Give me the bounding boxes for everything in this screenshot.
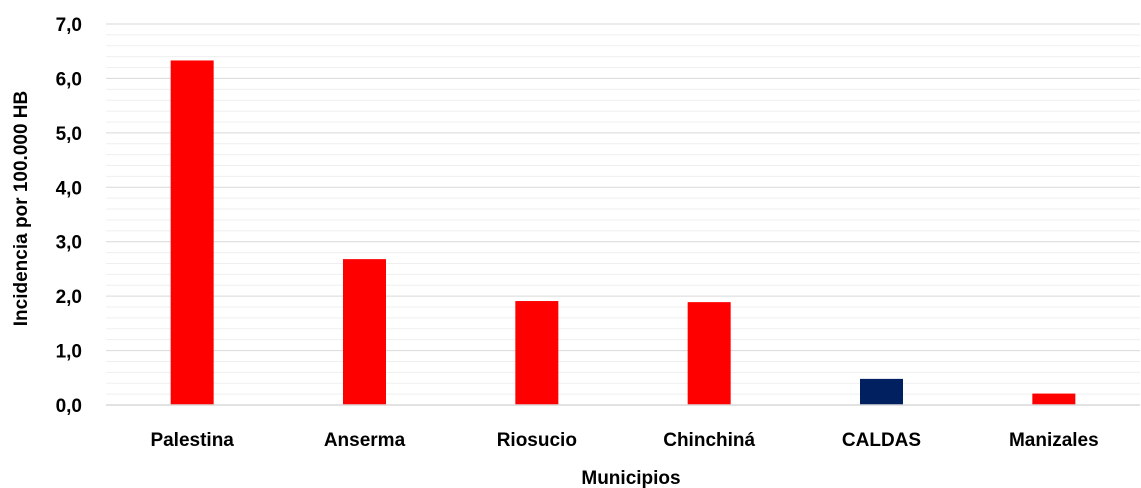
grid-lines <box>106 23 1140 395</box>
x-category-labels: Palestina Anserma Riosucio Chinchiná CALDAS M… <box>150 430 1098 451</box>
y-tick-label: 2,0 <box>56 287 82 308</box>
x-category-label: Riosucio <box>497 430 577 451</box>
bar-caldas <box>860 378 903 405</box>
y-tick-labels: 0,0 1,0 2,0 3,0 4,0 5,0 6,0 7,0 <box>56 15 82 417</box>
bar-riosucio <box>515 301 559 405</box>
x-axis-title: Municipios <box>581 468 680 488</box>
y-tick-label: 0,0 <box>56 396 82 417</box>
x-category-label: Anserma <box>324 430 406 451</box>
y-tick-label: 5,0 <box>56 124 82 145</box>
bar-anserma <box>343 259 386 405</box>
bar-chinchin- <box>687 302 731 405</box>
bar-manizales <box>1032 393 1076 405</box>
y-tick-label: 3,0 <box>56 233 82 254</box>
x-category-label: CALDAS <box>842 430 921 451</box>
y-tick-label: 7,0 <box>56 15 82 36</box>
bars <box>170 60 1076 406</box>
x-category-label: Chinchiná <box>663 430 755 451</box>
y-tick-label: 6,0 <box>56 69 82 90</box>
y-axis-title: Incidencia por 100.000 HB <box>11 91 32 327</box>
y-tick-label: 4,0 <box>56 178 82 199</box>
bar-palestina <box>170 60 214 406</box>
x-category-label: Palestina <box>150 430 234 451</box>
x-category-label: Manizales <box>1009 430 1099 451</box>
y-tick-label: 1,0 <box>56 342 82 363</box>
